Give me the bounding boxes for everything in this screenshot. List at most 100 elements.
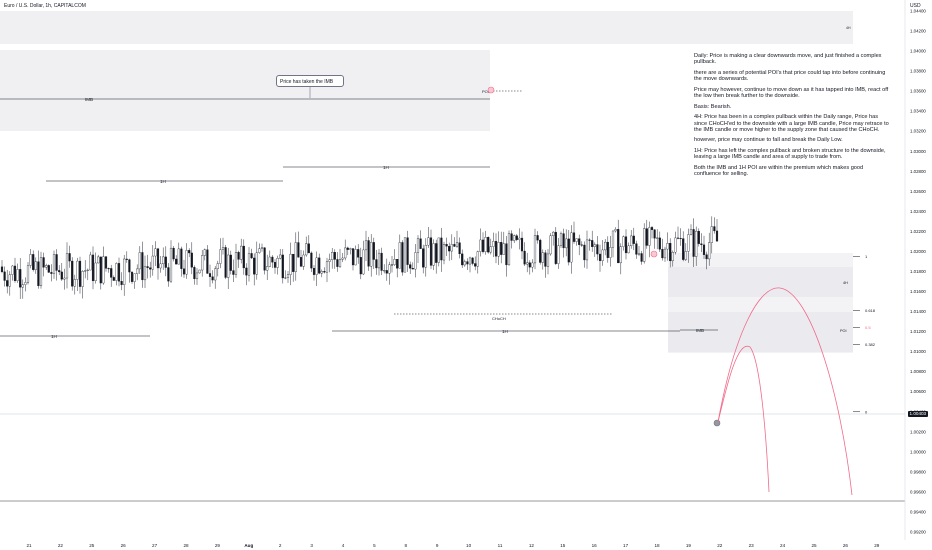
candle-body — [588, 239, 591, 241]
candle-body — [450, 244, 453, 252]
y-tick-label: 0.99400 — [910, 509, 926, 514]
candle-body — [635, 243, 638, 255]
candle-body — [458, 242, 461, 255]
x-tick-label: 5 — [373, 543, 376, 548]
candle-body — [156, 248, 160, 269]
callout-imb-taken: Price has taken the IMB — [276, 75, 344, 87]
candle-body — [149, 267, 152, 270]
candle-body — [73, 279, 76, 287]
candle-body — [463, 261, 466, 266]
candle-body — [323, 271, 326, 273]
candle-body — [377, 252, 381, 269]
candle-body — [172, 247, 175, 260]
candle-body — [601, 249, 604, 261]
y-tick-label: 1.00800 — [910, 369, 926, 374]
candle-body — [279, 254, 282, 259]
fib-level-label: 0.5 — [865, 325, 871, 330]
candle-body — [424, 244, 427, 268]
candle-body — [201, 255, 204, 271]
candle-body — [180, 248, 183, 269]
y-tick-label: 0.99200 — [910, 530, 926, 535]
candle-body — [175, 258, 178, 265]
y-tick-label: 1.01400 — [910, 309, 926, 314]
candle-body — [107, 268, 110, 270]
candle-body — [260, 247, 264, 249]
analysis-notes: Daily: Price is making a clear downwards… — [694, 53, 890, 182]
label-1h-low: 1H — [502, 329, 508, 334]
candle-body — [414, 252, 417, 270]
candle-body — [240, 245, 243, 260]
candle-body — [422, 248, 425, 268]
y-tick-label: 1.04000 — [910, 49, 926, 54]
label-4h-top: 4H — [846, 26, 851, 30]
y-tick-label: 1.03200 — [910, 129, 926, 134]
candle-body — [609, 247, 612, 258]
candle-body — [133, 273, 136, 282]
candle-body — [505, 243, 508, 266]
candle-body — [591, 240, 594, 247]
candle-body — [346, 247, 349, 250]
candle-body — [546, 253, 550, 267]
candle-body — [367, 240, 370, 267]
x-tick-label: 28 — [183, 543, 189, 548]
candle-body — [674, 237, 677, 253]
x-tick-label: 25 — [89, 543, 95, 548]
candle-body — [370, 242, 373, 267]
candle-body — [24, 282, 27, 285]
candle-body — [219, 249, 222, 264]
candle-body — [697, 230, 700, 244]
candle-body — [318, 257, 321, 274]
candle-body — [78, 260, 82, 287]
candle-body — [650, 227, 654, 230]
candle-body — [65, 253, 69, 279]
candle-body — [429, 237, 433, 266]
candle-body — [125, 258, 128, 260]
candle-body — [338, 259, 342, 267]
candle-body — [351, 248, 355, 266]
candle-body — [435, 243, 438, 263]
candle-body — [619, 246, 622, 264]
label-1h-mid: 1H — [383, 165, 389, 170]
candle-body — [617, 229, 620, 264]
candle-body — [375, 259, 378, 269]
candle-body — [364, 240, 368, 251]
candle-body — [357, 249, 360, 258]
candle-body — [344, 247, 347, 259]
candle-body — [401, 242, 404, 273]
candle-body — [461, 253, 464, 266]
candle-body — [331, 252, 334, 260]
candle-body — [583, 244, 586, 261]
candle-body — [518, 237, 521, 240]
candle-body — [544, 252, 547, 267]
candle-body — [596, 244, 599, 255]
candle-body — [580, 244, 583, 246]
candle-body — [214, 268, 217, 281]
candle-body — [242, 245, 245, 269]
x-tick-label: 25 — [811, 543, 817, 548]
note-daily: Daily: Price is making a clear downwards… — [694, 53, 882, 66]
candle-body — [359, 257, 362, 275]
x-tick-label: 21 — [26, 543, 32, 548]
fib-level-label: 1 — [865, 254, 868, 259]
candle-body — [32, 254, 35, 270]
candle-body — [484, 237, 487, 252]
candle-body — [42, 257, 45, 268]
candle-body — [611, 230, 615, 248]
candle-body — [185, 250, 188, 275]
candle-body — [624, 236, 628, 254]
candle-body — [687, 234, 690, 252]
note-1h: 1H: Price has left the complex pullback … — [694, 148, 886, 161]
candle-body — [567, 238, 570, 263]
candle-body — [6, 280, 9, 287]
candle-body — [115, 263, 118, 281]
candle-body — [328, 259, 331, 262]
candle-body — [692, 229, 695, 257]
candle-body — [16, 269, 19, 281]
projection-path-short — [717, 345, 770, 493]
x-tick-label: 15 — [560, 543, 566, 548]
candle-body — [630, 235, 633, 247]
candle-body — [276, 258, 279, 268]
candle-body — [385, 270, 388, 274]
x-tick-label: 22 — [717, 543, 723, 548]
